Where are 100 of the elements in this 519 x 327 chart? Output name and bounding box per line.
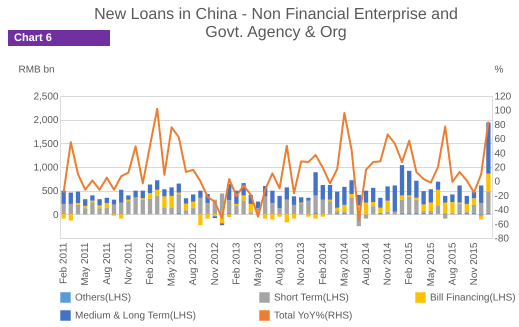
bar: [191, 202, 196, 208]
bar: [126, 201, 131, 214]
bar: [335, 192, 340, 208]
bar: [148, 198, 152, 214]
x-tick-label: Aug 2013: [274, 242, 286, 286]
bar: [270, 214, 275, 220]
bar: [292, 196, 296, 205]
bar: [313, 195, 318, 212]
x-tick-label: May 2012: [166, 242, 178, 286]
bar: [421, 191, 426, 204]
bar: [76, 192, 80, 203]
bar: [133, 190, 138, 198]
bar: [191, 208, 196, 214]
bar: [306, 200, 311, 214]
bar: [407, 196, 412, 213]
x-tick-label: Nov 2014: [382, 242, 394, 286]
bar: [436, 190, 440, 206]
bar: [148, 193, 152, 199]
x-tick-label: Feb 2014: [318, 242, 329, 285]
legend-label: Short Term(LHS): [274, 292, 349, 304]
caption: Chart 6: [14, 32, 52, 44]
bar: [400, 200, 404, 213]
line-series: [62, 108, 490, 222]
bar: [472, 198, 476, 205]
bar: [227, 214, 232, 218]
x-tick-label: May 2011: [80, 242, 92, 286]
x-tick-label: Feb 2015: [404, 242, 416, 285]
y2-tick-label: 20: [494, 162, 506, 174]
y2-tick-label: 80: [494, 120, 506, 131]
bar: [385, 186, 390, 201]
y2-tick-label: -40: [494, 205, 510, 216]
bar: [234, 205, 239, 214]
legend-label: Total YoY%(RHS): [274, 310, 352, 322]
bar: [119, 190, 124, 202]
y2-tick-label: -80: [494, 234, 510, 244]
x-tick-label: May 2015: [426, 242, 437, 286]
bar: [385, 200, 390, 212]
bar: [68, 204, 73, 214]
bar: [428, 189, 433, 202]
bar: [436, 205, 440, 214]
bar: [364, 190, 368, 202]
bar: [328, 202, 332, 214]
x-tick-label: Nov 2013: [296, 242, 308, 286]
bar: [90, 202, 95, 214]
bar: [299, 197, 304, 202]
bar: [263, 196, 268, 214]
bar: [83, 199, 88, 206]
bar: [457, 204, 462, 213]
bar: [400, 165, 404, 196]
bar: [162, 189, 167, 196]
x-tick-label: May 2013: [253, 242, 264, 286]
bar: [443, 196, 448, 202]
bar: [385, 212, 390, 214]
x-tick-label: Nov 2011: [123, 242, 134, 285]
bar: [443, 202, 448, 214]
bar: [472, 204, 476, 213]
bar: [371, 206, 376, 214]
bar: [68, 192, 73, 204]
bar: [241, 200, 246, 214]
bar: [90, 195, 95, 201]
bar: [443, 214, 448, 219]
bar: [349, 194, 354, 198]
bar: [205, 202, 210, 214]
bar: [140, 190, 145, 198]
bar: [155, 180, 160, 190]
bar: [97, 208, 102, 214]
bar: [414, 180, 419, 198]
x-tick-label: Aug 2015: [447, 242, 458, 286]
bar: [97, 199, 102, 206]
bar: [320, 200, 325, 214]
bar: [464, 196, 469, 204]
bar: [241, 195, 246, 201]
bar: [313, 172, 318, 196]
bar: [328, 184, 332, 200]
bar: [205, 214, 210, 219]
bar: [104, 198, 109, 203]
bar: [162, 196, 167, 208]
bar: [248, 204, 253, 212]
bar: [184, 198, 188, 204]
y-tick-label: 0: [52, 210, 59, 221]
y2-axis-title: %: [494, 64, 504, 76]
bar: [349, 197, 354, 214]
x-tick-label: Nov 2012: [210, 242, 221, 286]
text: New Loans in China - Non Financial Enterprise and: [94, 6, 458, 23]
x-tick-label: May 2014: [339, 242, 350, 286]
bar: [486, 174, 491, 192]
bar: [450, 194, 455, 202]
bar: [112, 200, 116, 204]
x-tick-label: Aug 2012: [188, 242, 200, 286]
bar: [421, 204, 426, 212]
bar: [313, 214, 318, 219]
bar: [184, 203, 188, 210]
x-tick-label: Feb 2013: [231, 242, 242, 285]
bar: [119, 202, 124, 214]
bar: [169, 208, 174, 214]
bar: [392, 211, 397, 214]
bar: [61, 214, 66, 219]
y-tick-label: 500: [42, 186, 59, 198]
bar: [479, 216, 484, 220]
bar: [270, 202, 275, 214]
